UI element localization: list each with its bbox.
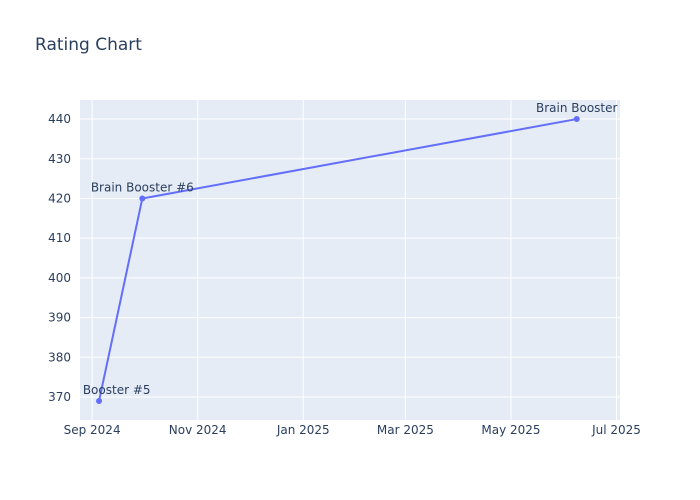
series-markers xyxy=(96,116,580,404)
data-point xyxy=(139,195,146,202)
data-point xyxy=(573,116,580,123)
plot-area xyxy=(80,100,620,420)
data-label: Brain Booster xyxy=(536,101,618,115)
chart-title: Rating Chart xyxy=(35,35,142,55)
x-tick-label: Jul 2025 xyxy=(591,423,641,437)
data-label: Brain Booster #5 xyxy=(48,383,151,397)
y-axis: 370 380 390 400 410 420 430 440 xyxy=(48,112,71,404)
x-tick-label: Sep 2024 xyxy=(64,423,121,437)
data-point xyxy=(96,397,103,404)
data-label: Brain Booster #6 xyxy=(91,180,194,194)
y-tick-label: 440 xyxy=(48,112,71,126)
y-tick-label: 400 xyxy=(48,271,71,285)
plot-content: Brain Booster #5 Brain Booster #6 Brain Bo… xyxy=(48,101,618,404)
point-labels: Brain Booster #5 Brain Booster #6 Brain Bo… xyxy=(48,101,618,397)
y-tick-label: 420 xyxy=(48,191,71,205)
y-tick-label: 430 xyxy=(48,152,71,166)
y-tick-label: 410 xyxy=(48,231,71,245)
x-tick-label: May 2025 xyxy=(481,423,540,437)
x-tick-label: Nov 2024 xyxy=(169,423,227,437)
y-tick-label: 380 xyxy=(48,350,71,364)
y-tick-label: 390 xyxy=(48,311,71,325)
x-tick-label: Jan 2025 xyxy=(276,423,330,437)
x-tick-label: Mar 2025 xyxy=(377,423,434,437)
x-axis: Sep 2024 Nov 2024 Jan 2025 Mar 2025 May 2025… xyxy=(64,423,641,437)
grid-lines xyxy=(80,100,620,420)
y-tick-label: 370 xyxy=(48,390,71,404)
